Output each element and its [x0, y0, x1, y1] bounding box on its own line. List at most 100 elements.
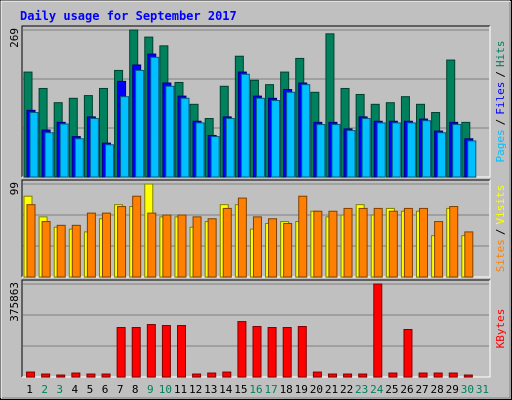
bar [328, 210, 338, 278]
bar [177, 325, 187, 378]
bar [177, 214, 187, 278]
bar [388, 372, 398, 378]
bar [207, 218, 217, 278]
bar [131, 327, 141, 378]
bar [403, 207, 413, 278]
bar [391, 122, 401, 178]
bar [301, 84, 311, 178]
bar [252, 216, 262, 278]
panel-bevel [21, 25, 490, 177]
bar [373, 207, 383, 278]
bar [165, 85, 175, 178]
bar [71, 372, 81, 378]
bar [195, 122, 205, 178]
bar [116, 327, 126, 378]
bar [101, 373, 111, 378]
bar [343, 207, 353, 278]
legend-separator: / [494, 119, 507, 126]
bar [267, 327, 277, 378]
bar [418, 372, 428, 378]
x-tick-label: 9 [147, 383, 154, 396]
x-tick-label: 16 [249, 383, 262, 396]
bar [406, 122, 416, 178]
bar [343, 373, 353, 378]
x-tick-label: 20 [310, 383, 323, 396]
x-tick-label: 7 [117, 383, 124, 396]
bar [327, 373, 337, 378]
bar [255, 97, 265, 178]
bar [463, 374, 473, 378]
bar [298, 195, 308, 278]
legend: KBytes [494, 309, 507, 349]
x-tick-label: 25 [385, 383, 398, 396]
bar [207, 372, 217, 378]
x-tick-label: 3 [56, 383, 63, 396]
legend-separator: / [494, 229, 507, 236]
y-tick-label: 269 [8, 28, 21, 48]
x-tick-label: 23 [355, 383, 368, 396]
bar [346, 130, 356, 178]
bar [271, 99, 281, 178]
bar [56, 374, 66, 378]
bar [41, 373, 51, 378]
bar [74, 138, 84, 178]
x-tick-label: 28 [431, 383, 444, 396]
x-tick-label: 10 [159, 383, 172, 396]
bar [26, 204, 36, 278]
x-tick-label: 5 [87, 383, 94, 396]
bar [361, 118, 371, 178]
x-tick-label: 15 [234, 383, 247, 396]
bar [225, 118, 235, 178]
bar [282, 327, 292, 378]
x-tick-label: 18 [280, 383, 293, 396]
bar [437, 132, 447, 178]
bar [434, 221, 444, 278]
bar [180, 97, 190, 178]
legend-entry: Hits [494, 41, 507, 68]
bar [86, 212, 96, 278]
y-tick-label: 99 [8, 182, 21, 195]
bar [313, 210, 323, 278]
bar [101, 212, 111, 278]
bar [222, 207, 232, 278]
x-tick-label: 27 [415, 383, 428, 396]
bar [283, 222, 293, 278]
bar [448, 372, 458, 378]
bar [161, 325, 171, 378]
bar [59, 123, 69, 178]
bar [419, 207, 429, 278]
bar [147, 212, 157, 278]
legend-entry: Sites [494, 239, 507, 272]
bar [86, 373, 96, 378]
legend-entry: Pages [494, 129, 507, 162]
bar [358, 207, 368, 278]
x-tick-label: 6 [102, 383, 109, 396]
legend-separator: / [494, 71, 507, 78]
x-tick-label: 8 [132, 383, 139, 396]
bar [192, 216, 202, 278]
x-tick-label: 17 [264, 383, 277, 396]
bar [467, 140, 477, 178]
bar [316, 124, 326, 178]
bar [464, 231, 474, 278]
bar [452, 124, 462, 178]
bar [135, 69, 145, 178]
bar [104, 144, 114, 178]
x-tick-label: 13 [204, 383, 217, 396]
bar [252, 326, 262, 378]
x-tick-label: 26 [400, 383, 413, 396]
bar [192, 373, 202, 378]
bar [312, 371, 322, 378]
bar [162, 214, 172, 278]
bar [433, 372, 443, 378]
legend: Sites / Visits [494, 185, 507, 273]
bar [89, 118, 99, 178]
bar [210, 136, 220, 178]
x-tick-label: 2 [41, 383, 48, 396]
bar [222, 371, 232, 378]
bar [237, 321, 247, 378]
chart-title: Daily usage for September 2017 [20, 9, 237, 23]
x-tick-label: 24 [370, 383, 384, 396]
bar [268, 218, 278, 278]
